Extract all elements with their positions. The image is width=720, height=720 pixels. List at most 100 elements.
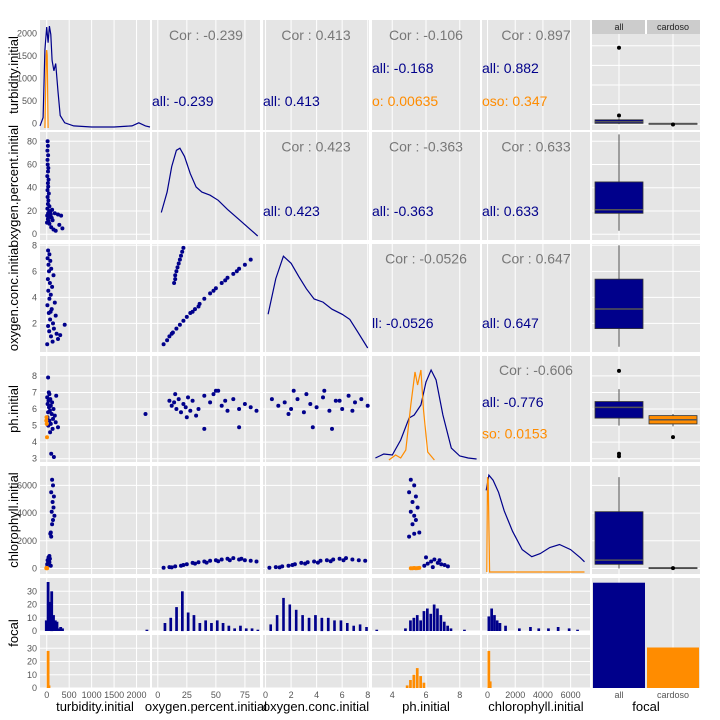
panel-chlorophyll.initial-vs-oxygen.percent.initial	[152, 466, 260, 574]
scatter-point-all	[165, 338, 170, 343]
x-tick-label: 1500	[104, 690, 124, 700]
scatter-point-all	[47, 221, 52, 226]
density-line-all	[160, 147, 259, 237]
y-tick-label: 3	[32, 454, 37, 464]
hist-bar-all	[446, 625, 449, 631]
correlation-header: Cor : -0.363	[389, 138, 463, 154]
hist-bar-all	[145, 629, 149, 631]
correlation-header: Cor : 0.413	[281, 27, 350, 43]
y-tick-label: 0	[32, 626, 37, 636]
y-tick-label: 2000	[17, 28, 37, 38]
scatter-point-all	[172, 281, 177, 285]
panel-oxygen.conc.initial-vs-oxygen.conc.initial	[263, 244, 369, 352]
panel-oxygen.percent.initial-vs-chlorophyll.initial	[482, 132, 590, 240]
scatter-point-all	[50, 218, 55, 223]
scatter-point-all	[46, 288, 51, 293]
x-tick-label: 4000	[533, 690, 553, 700]
scatter-point-all	[315, 560, 320, 565]
scatter-point-all	[328, 559, 333, 564]
outlier-point-cardoso	[671, 122, 675, 127]
x-tick-label: 0	[155, 690, 160, 700]
scatter-point-all	[176, 397, 181, 402]
scatter-point-all	[196, 560, 201, 565]
hist-bar-cardoso	[409, 680, 412, 688]
scatter-point-all	[365, 403, 370, 408]
x-tick-label: 2	[289, 690, 294, 700]
y-tick-label: 500	[22, 96, 37, 106]
hist-bar-all	[307, 617, 311, 632]
scatter-point-all	[350, 557, 355, 562]
scatter-point-all	[174, 407, 179, 411]
scatter-point-all	[47, 252, 52, 257]
hist-bar-all	[320, 617, 324, 632]
hist-bar-all	[518, 628, 521, 631]
y-axis-title: focal	[6, 619, 21, 647]
scatter-point-all	[231, 556, 236, 561]
scatter-point-all	[445, 564, 450, 569]
scatter-point-all	[45, 157, 50, 162]
scatter-point-all	[211, 392, 216, 397]
scatter-point-all	[248, 257, 253, 262]
scatter-point-all	[290, 563, 295, 567]
scatter-point-all	[49, 451, 54, 456]
scatter-point-all	[56, 425, 60, 430]
y-axis-title: ph.initial	[6, 385, 21, 433]
scatter-point-all	[45, 195, 50, 199]
correlation-header: Cor : -0.239	[169, 27, 243, 43]
hist-bar-all	[463, 629, 466, 631]
panel-chlorophyll.initial-vs-oxygen.conc.initial	[263, 466, 369, 574]
scatter-point-all	[177, 322, 182, 327]
hist-bar-all	[269, 624, 272, 631]
scatter-point-all	[46, 561, 51, 566]
correlation-all: all: -0.776	[482, 394, 544, 410]
scatter-point-all	[46, 198, 51, 203]
hist-bar-all	[346, 623, 349, 631]
scatter-point-all	[51, 483, 55, 488]
x-axis-title: oxygen.percent.initial	[145, 699, 267, 714]
y-tick-label: 0	[32, 118, 37, 128]
scatter-point-all	[62, 322, 67, 327]
scatter-point-all	[412, 483, 417, 488]
x-tick-label: 75	[240, 690, 250, 700]
correlation-all: ll: -0.0526	[372, 315, 434, 331]
hist-bar-all	[352, 625, 355, 631]
density-line-all	[39, 26, 151, 128]
scatter-point-all	[432, 557, 437, 562]
scatter-point-all	[45, 162, 50, 167]
hist-bar-all	[250, 628, 254, 631]
scatter-point-all	[350, 408, 355, 413]
x-axis-title: turbidity.initial	[56, 699, 134, 714]
panel-oxygen.percent.initial-vs-oxygen.conc.initial	[263, 132, 369, 240]
focal-bar-cardoso	[647, 647, 699, 688]
scatter-point-all	[242, 402, 247, 406]
scatter-point-all	[51, 407, 56, 411]
scatter-point-all	[412, 513, 417, 518]
hist-bar-all	[429, 613, 433, 631]
scatter-point-all	[213, 286, 218, 291]
correlation-header: Cor : -0.106	[389, 27, 463, 43]
hist-bar-all	[227, 625, 231, 631]
scatter-point-all	[45, 395, 50, 400]
density-line-cardoso	[388, 369, 435, 461]
scatter-point-all	[204, 560, 209, 565]
scatter-point-all	[169, 565, 174, 570]
scatter-point-all	[225, 408, 230, 413]
scatter-point-all	[356, 558, 361, 563]
scatter-point-all	[52, 413, 57, 418]
hist-bar-all	[375, 629, 379, 631]
x-axis-title: oxygen.conc.initial	[263, 699, 369, 714]
scatter-point-all	[173, 277, 178, 282]
scatter-point-all	[410, 500, 415, 504]
scatter-point-cardoso	[44, 565, 49, 570]
scatter-point-all	[51, 321, 55, 326]
hist-bar-all	[46, 582, 50, 631]
scatter-point-all	[48, 258, 53, 263]
hist-bar-all	[59, 627, 63, 631]
scatter-point-all	[58, 333, 63, 338]
hist-bar-all	[487, 616, 491, 631]
scatter-point-all	[190, 309, 195, 314]
y-axis-title: oxygen.percent.initial	[6, 125, 21, 247]
hist-bar-all	[204, 620, 207, 631]
scatter-point-all	[237, 425, 242, 430]
